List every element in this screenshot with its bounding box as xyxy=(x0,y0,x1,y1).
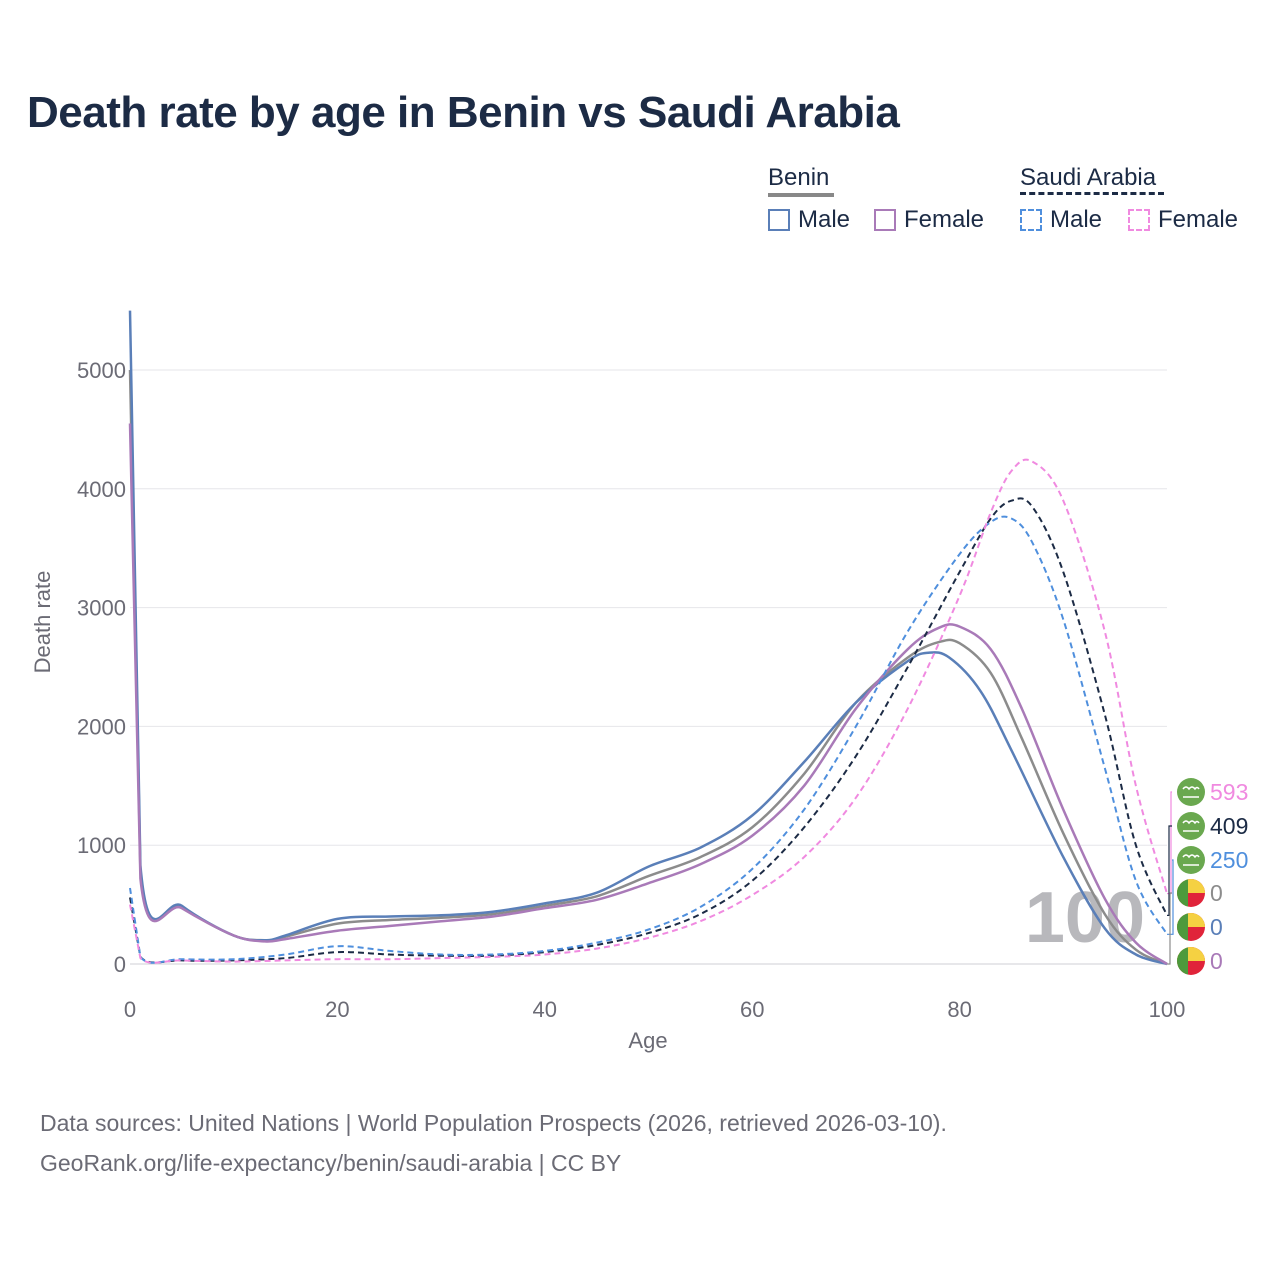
y-tick-label: 4000 xyxy=(77,477,126,502)
footer-source: Data sources: United Nations | World Pop… xyxy=(40,1110,947,1136)
series-line-saudi-arabia-female[interactable] xyxy=(129,458,1168,964)
x-tick-label: 100 xyxy=(1149,997,1186,1022)
legend-item-benin-female[interactable]: Female xyxy=(874,206,984,234)
legend-swatch xyxy=(1020,209,1042,231)
saudi-arabia-flag-icon xyxy=(1177,812,1205,840)
benin-flag-icon xyxy=(1177,947,1205,975)
legend-swatch xyxy=(1128,209,1150,231)
chart: 100 0 1000 2000 3000 4000 5000 0 20 40 60 80 100 59… xyxy=(30,310,1248,1053)
legend-item-saudi-male[interactable]: Male xyxy=(1020,206,1102,234)
y-tick-label: 3000 xyxy=(77,596,126,621)
end-value-label: 0 xyxy=(1210,914,1223,940)
series-line-benin-total[interactable] xyxy=(128,369,1168,966)
chart-title: Death rate by age in Benin vs Saudi Arab… xyxy=(27,88,900,137)
end-value-label: 0 xyxy=(1210,948,1223,974)
x-tick-label: 20 xyxy=(325,997,349,1022)
y-tick-label: 1000 xyxy=(77,833,126,858)
series-line-benin-female[interactable] xyxy=(128,423,1168,966)
x-tick-label: 40 xyxy=(533,997,557,1022)
benin-flag-icon xyxy=(1177,879,1205,907)
x-tick-label: 60 xyxy=(740,997,764,1022)
y-tick-label: 0 xyxy=(114,952,126,977)
series-line-benin-male[interactable] xyxy=(128,310,1168,966)
legend-group-benin: Benin xyxy=(768,164,830,191)
legend-swatch xyxy=(768,209,790,231)
legend-item-benin-male[interactable]: Male xyxy=(768,206,850,234)
x-tick-label: 0 xyxy=(124,997,136,1022)
series-line-saudi-arabia-total[interactable] xyxy=(129,497,1168,964)
y-tick-label: 2000 xyxy=(77,714,126,739)
benin-flag-icon xyxy=(1177,913,1205,941)
y-tick-label: 5000 xyxy=(77,358,126,383)
legend-group-saudi-arabia: Saudi Arabia xyxy=(1020,164,1157,191)
x-tick-label: 80 xyxy=(947,997,971,1022)
x-axis-label: Age xyxy=(628,1028,667,1053)
legend-swatch xyxy=(874,209,896,231)
legend-item-saudi-female[interactable]: Female xyxy=(1128,206,1238,234)
end-value-label: 0 xyxy=(1210,880,1223,906)
series-line-saudi-arabia-male[interactable] xyxy=(129,515,1168,964)
saudi-arabia-flag-icon xyxy=(1177,846,1205,874)
legend-saudi-dashed-swatch xyxy=(1020,192,1164,195)
end-value-label: 593 xyxy=(1210,779,1248,805)
saudi-arabia-flag-icon xyxy=(1177,778,1205,806)
legend-benin-solid-swatch xyxy=(768,193,834,197)
end-connector xyxy=(1167,892,1172,965)
end-value-label: 250 xyxy=(1210,847,1248,873)
end-connector xyxy=(1167,825,1172,917)
y-axis-label: Death rate xyxy=(30,571,55,674)
footer-link[interactable]: GeoRank.org/life-expectancy/benin/saudi-… xyxy=(40,1150,622,1176)
end-value-label: 409 xyxy=(1210,813,1248,839)
age-watermark: 100 xyxy=(1025,878,1145,958)
